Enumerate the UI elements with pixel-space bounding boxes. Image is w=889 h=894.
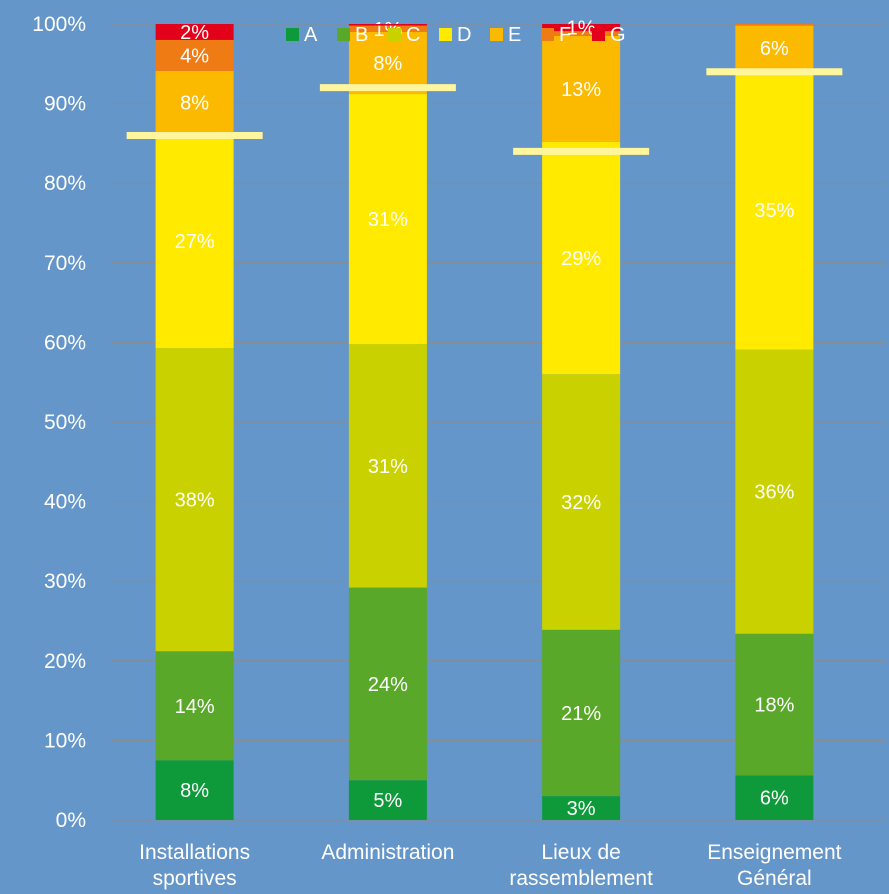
data-label: 32%: [561, 492, 601, 514]
y-tick-label: 30%: [44, 570, 86, 593]
bar-segment: [348, 24, 427, 26]
data-label: 3%: [567, 798, 596, 820]
bar-segment: [155, 651, 234, 761]
bar-segment: [155, 39, 234, 71]
legend-label: E: [508, 24, 521, 46]
data-label: 24%: [368, 674, 408, 696]
data-label: 29%: [561, 248, 601, 270]
category-label: Administration: [321, 841, 454, 864]
bar-segment: [542, 796, 621, 820]
bar-segment: [735, 349, 814, 634]
bar-segment: [542, 24, 621, 32]
bar-segment: [348, 343, 427, 588]
bar-segment: [348, 94, 427, 344]
bar-segment: [348, 780, 427, 820]
category-label: rassemblement: [509, 867, 653, 890]
bar-segment: [155, 24, 234, 40]
bar-segment: [542, 35, 621, 142]
legend-swatch: [337, 28, 350, 41]
data-label: 6%: [760, 38, 789, 60]
category-label: Enseignement: [707, 841, 841, 864]
data-label: 8%: [373, 53, 402, 75]
category-label: Général: [737, 867, 812, 890]
legend-swatch: [439, 28, 452, 41]
category-label: Lieux de: [541, 841, 620, 864]
y-tick-label: 40%: [44, 491, 86, 514]
bar-segment: [735, 633, 814, 776]
y-tick-label: 60%: [44, 331, 86, 354]
y-tick-label: 20%: [44, 650, 86, 673]
bar-segment: [348, 587, 427, 781]
data-label: 31%: [368, 209, 408, 231]
data-label: 38%: [175, 490, 215, 512]
legend-label: F: [559, 24, 571, 46]
data-label: 6%: [760, 788, 789, 810]
data-label: 1%: [567, 18, 596, 40]
data-label: 36%: [754, 482, 794, 504]
bar-segment: [348, 31, 427, 95]
data-label: 18%: [754, 695, 794, 717]
bar-segment: [735, 70, 814, 350]
legend-label: G: [610, 24, 626, 46]
data-label: 13%: [561, 79, 601, 101]
data-label: 4%: [180, 45, 209, 67]
data-label: 8%: [180, 92, 209, 114]
legend-swatch: [592, 28, 605, 41]
y-tick-label: 90%: [44, 93, 86, 116]
bar-segment: [542, 629, 621, 797]
legend-label: B: [355, 24, 368, 46]
data-label: 5%: [373, 790, 402, 812]
legend-swatch: [490, 28, 503, 41]
y-tick-label: 10%: [44, 729, 86, 752]
data-label: 35%: [754, 200, 794, 222]
y-tick-label: 0%: [56, 809, 86, 832]
category-label: Installations: [139, 841, 250, 864]
bar-segment: [542, 374, 621, 630]
bar-segment: [155, 133, 234, 348]
data-label: 21%: [561, 703, 601, 725]
legend-swatch: [286, 28, 299, 41]
legend-label: A: [304, 24, 318, 46]
bar-segment: [155, 70, 234, 134]
bar-segment: [155, 760, 234, 820]
data-label: 2%: [180, 22, 209, 44]
bar-segment: [735, 24, 814, 26]
y-tick-label: 100%: [32, 13, 86, 36]
legend-label: C: [406, 24, 420, 46]
legend-swatch: [541, 28, 554, 41]
bar-segment: [542, 141, 621, 375]
data-label: 8%: [180, 780, 209, 802]
bar-segment: [735, 775, 814, 820]
data-label: 31%: [368, 456, 408, 478]
y-tick-label: 70%: [44, 252, 86, 275]
category-label: sportives: [153, 867, 237, 890]
y-tick-label: 50%: [44, 411, 86, 434]
bar-segment: [735, 25, 814, 71]
bar-segment: [542, 31, 621, 36]
y-tick-label: 80%: [44, 172, 86, 195]
data-label: 27%: [175, 231, 215, 253]
legend-label: D: [457, 24, 471, 46]
bar-segment: [348, 25, 427, 32]
bar-segment: [155, 347, 234, 652]
data-label: 14%: [175, 696, 215, 718]
legend-swatch: [388, 28, 401, 41]
